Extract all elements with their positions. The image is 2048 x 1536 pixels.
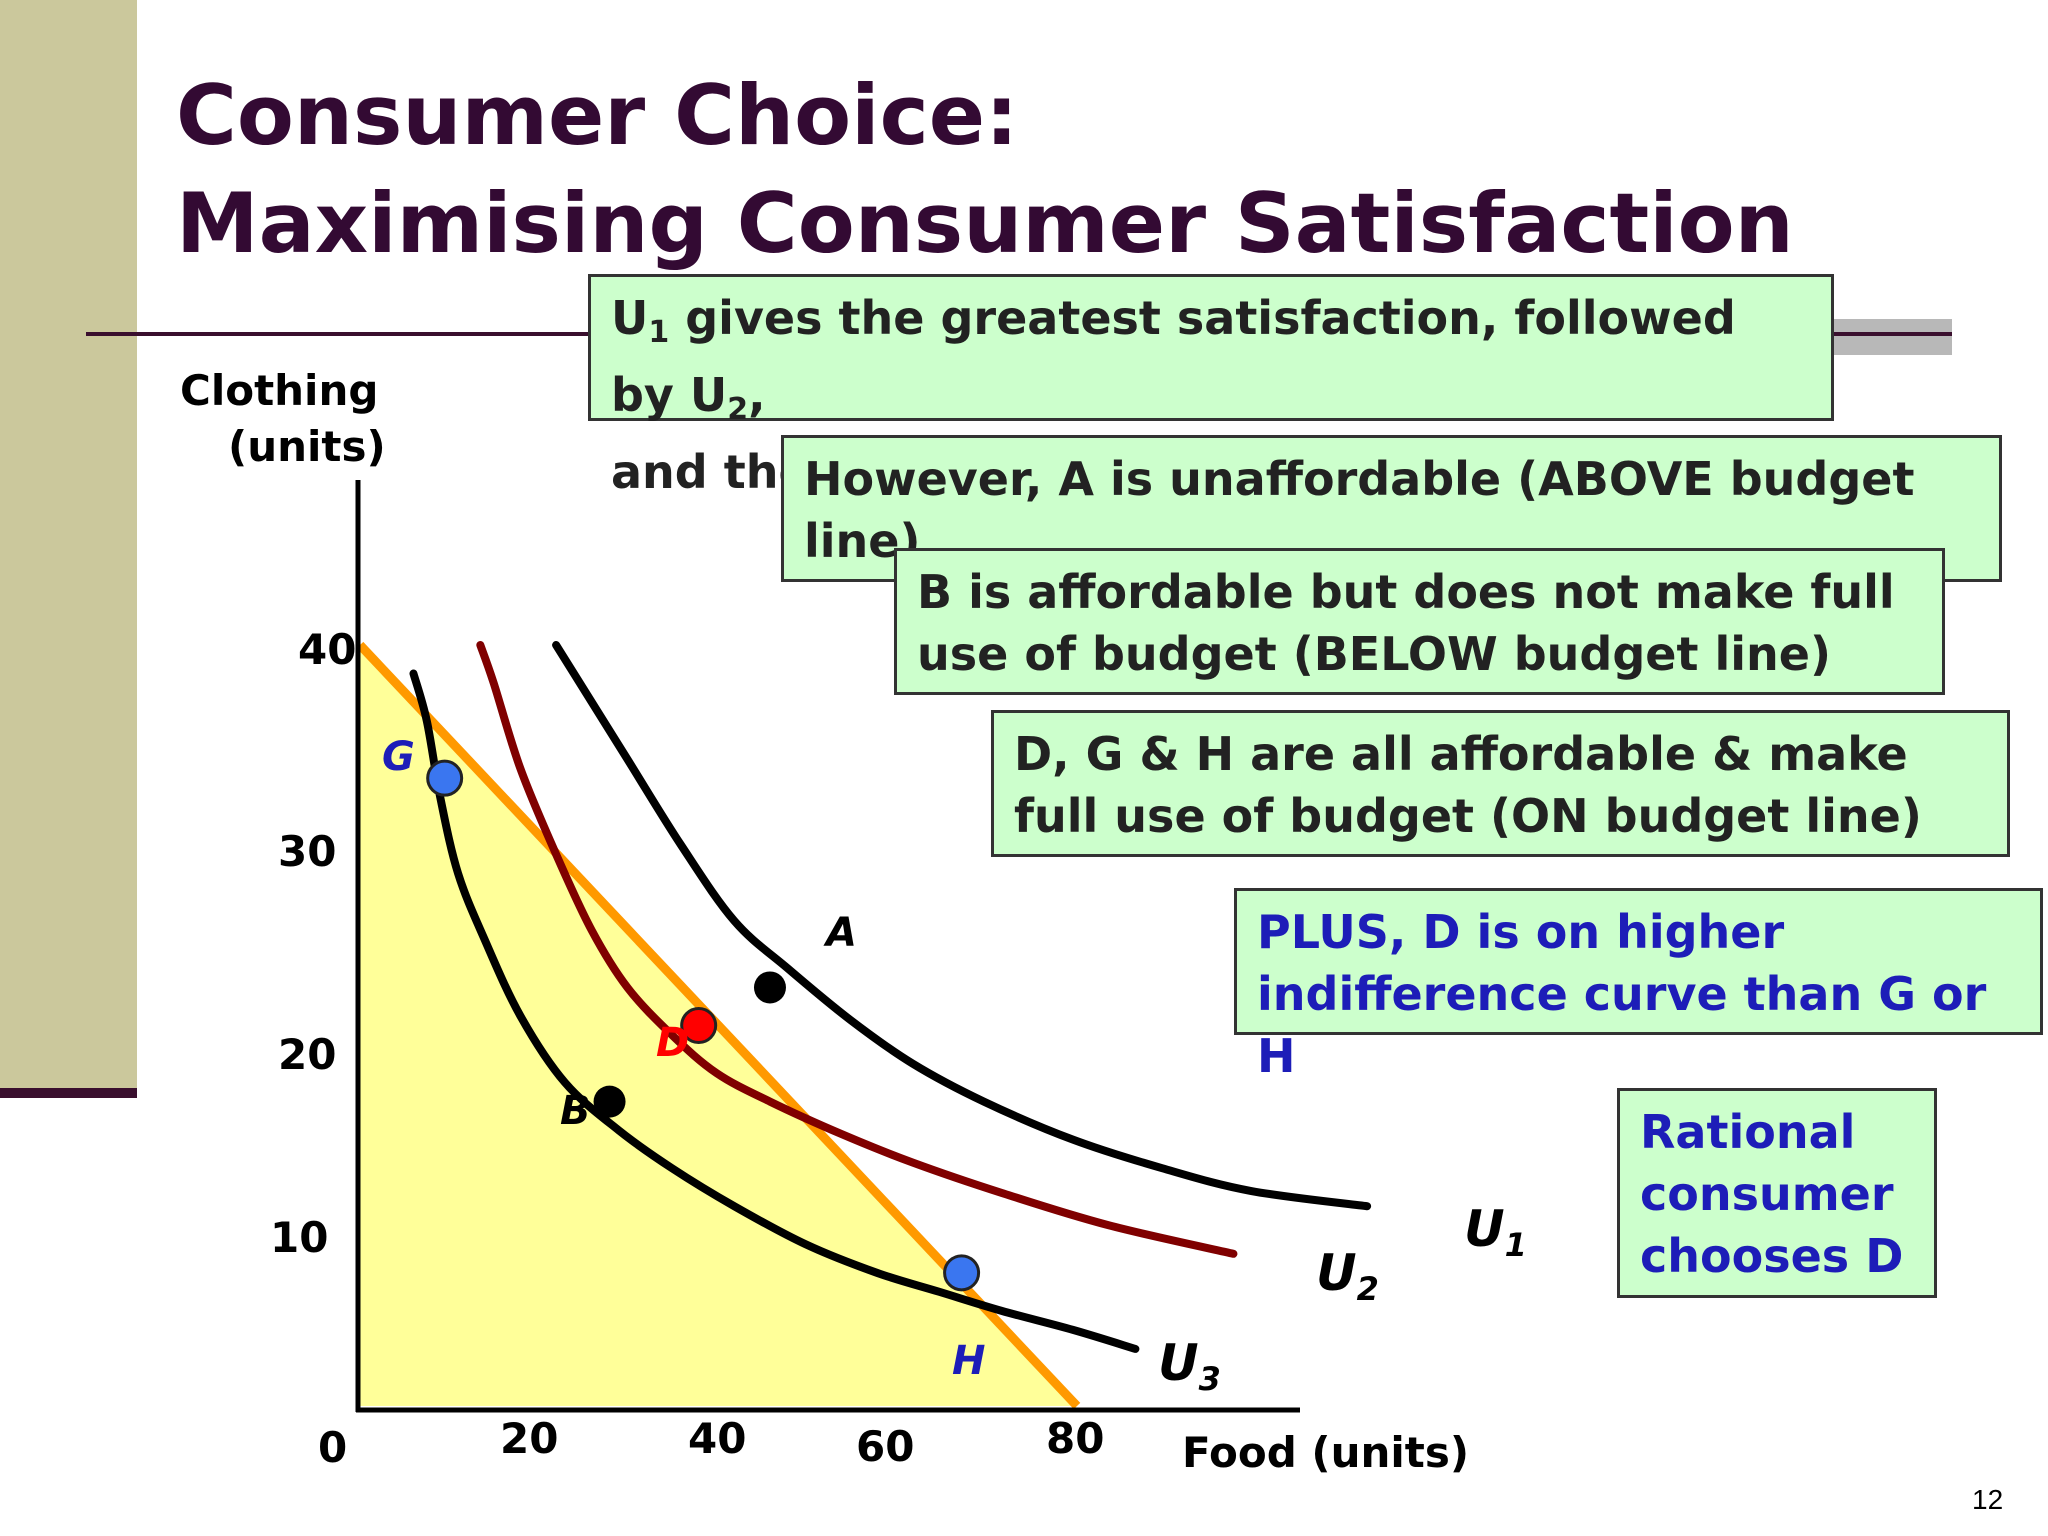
sidebar-accent-line [0,1088,137,1098]
point-b [593,1085,626,1118]
point-label-a: A [826,910,857,956]
curves-layer [409,641,1372,1353]
point-label-g: G [382,734,415,780]
y-axis-title-line-1: Clothing [180,366,379,415]
x-tick-label: 40 [688,1414,747,1463]
title-rule-shadow [1830,319,1952,355]
point-h [943,1254,981,1292]
callout-on-budget-line: D, G & H are all affordable & make full … [991,710,2010,857]
curve-label-u3: U3 [1158,1334,1221,1398]
point-label-h: H [952,1338,986,1384]
y-tick-label: 20 [278,1030,337,1079]
budget-layer [356,641,1081,1410]
point-a [753,971,786,1004]
title-line-1: Consumer Choice: [176,67,1019,164]
origin-label: 0 [318,1423,348,1472]
points-layer [426,759,981,1292]
callout-utility-ranking: U1 gives the greatest satisfaction, foll… [588,274,1834,504]
point-d [680,1007,718,1044]
y-tick-label: 30 [278,827,337,876]
callout-d-higher-curve: PLUS, D is on higher indifference curve … [1234,888,2043,1083]
axes-layer [355,480,1300,1413]
curve-label-u1: U1 [1464,1200,1527,1264]
u3-curve [409,669,1140,1353]
x-tick-label: 20 [500,1414,559,1463]
title-rule-left [86,332,601,336]
x-tick-label: 60 [856,1422,915,1471]
point-label-d: D [656,1020,690,1066]
title-rule-right [1830,332,1952,336]
point-label-b: B [560,1088,591,1134]
page-number: 12 [1972,1484,2004,1515]
point-g [426,759,464,797]
x-tick-label: 80 [1046,1414,1105,1463]
callout-b-below-budget: B is affordable but does not make full u… [894,548,1945,695]
page-title: Consumer Choice: Maximising Consumer Sat… [176,62,1794,278]
y-tick-label: 10 [270,1213,329,1262]
sidebar-accent [0,0,137,1093]
y-tick-label: 40 [298,625,357,674]
curve-label-u2: U2 [1316,1244,1379,1308]
title-line-2: Maximising Consumer Satisfaction [176,175,1794,272]
callout-rational-choice: Rational consumer chooses D [1617,1088,1937,1298]
u2-curve [476,641,1238,1258]
y-axis-title-line-2: (units) [228,422,386,471]
u1-curve [552,641,1372,1211]
x-axis-title: Food (units) [1182,1428,1470,1477]
